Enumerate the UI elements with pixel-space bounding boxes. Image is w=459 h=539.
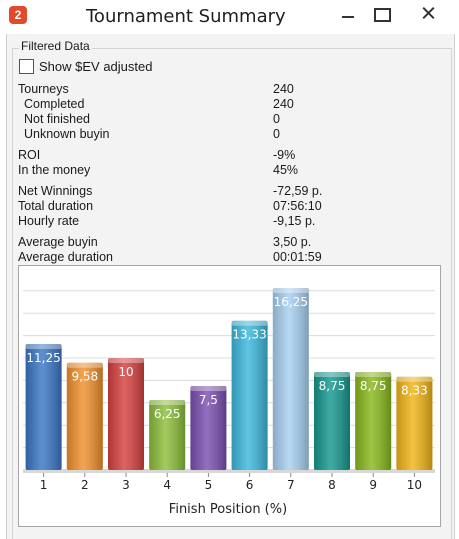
- bar-shading: [355, 372, 392, 470]
- x-axis-label: Finish Position (%): [169, 502, 287, 517]
- tourneys-value: 240: [273, 82, 294, 96]
- bar-top-highlight: [108, 358, 144, 363]
- x-tick-label: 5: [205, 478, 213, 492]
- bar-top-highlight: [355, 372, 392, 377]
- x-tick-label: 6: [246, 478, 254, 492]
- data-label: 7,5: [199, 393, 218, 407]
- bar-top-highlight: [231, 320, 268, 326]
- bar-group: [272, 288, 309, 470]
- sev-adjusted-label[interactable]: Show $EV adjusted: [39, 59, 153, 74]
- hourly-rate-label: Hourly rate: [18, 214, 80, 228]
- close-button[interactable]: [397, 0, 459, 26]
- bar-group: [190, 386, 227, 470]
- window-title: Tournament Summary: [86, 6, 286, 27]
- total-duration-label: Total duration: [18, 199, 94, 213]
- unknown-buyin-value: 0: [273, 127, 280, 141]
- bar-top-highlight: [272, 288, 309, 293]
- bar-shading: [190, 386, 227, 470]
- bar-top-highlight: [149, 400, 186, 405]
- tourneys-label: Tourneys: [18, 82, 69, 96]
- unknown-buyin-label: Unknown buyin: [24, 127, 110, 141]
- data-label: 6,25: [154, 407, 181, 421]
- app-logo-text: 2: [14, 8, 22, 22]
- bar-group: [149, 400, 186, 470]
- bar-top-highlight: [66, 362, 103, 368]
- itm-label: In the money: [18, 163, 91, 177]
- filtered-data-group: [12, 48, 452, 539]
- app-logo-icon: 2: [9, 6, 27, 24]
- x-tick-label: 3: [122, 478, 130, 492]
- completed-label: Completed: [24, 97, 85, 111]
- bar-shading: [25, 344, 62, 470]
- not-finished-value: 0: [273, 112, 280, 126]
- avg-duration-value: 00:01:59: [273, 250, 322, 264]
- completed-value: 240: [273, 97, 294, 111]
- data-label: 8,33: [401, 384, 428, 398]
- bar-group: [355, 372, 392, 470]
- bar-shading: [314, 372, 350, 470]
- roi-value: -9%: [273, 148, 296, 162]
- data-label: 8,75: [319, 379, 346, 393]
- finish-position-chart: 11,25 1 9,58 2 10 3 6,25 4 7,5 5 13,33 6 16,25 7 8,75 8…: [18, 265, 441, 527]
- bar-shading: [149, 400, 186, 470]
- avg-duration-label: Average duration: [18, 250, 113, 264]
- bar-top-highlight: [25, 344, 62, 349]
- x-tick-label: 9: [369, 478, 377, 492]
- data-label: 9,58: [71, 370, 98, 384]
- bar-group: [396, 376, 433, 470]
- net-winnings-value: -72,59 p.: [273, 184, 323, 198]
- total-duration-value: 07:56:10: [273, 199, 322, 213]
- hourly-rate-value: -9,15 p.: [273, 214, 316, 228]
- title-bar: 2 Tournament Summary: [0, 0, 459, 34]
- sev-adjusted-checkbox[interactable]: [19, 59, 34, 74]
- data-label: 11,25: [26, 351, 60, 365]
- avg-buyin-label: Average buyin: [18, 235, 98, 249]
- bar-shading: [231, 320, 268, 470]
- data-label: 13,33: [232, 328, 266, 342]
- x-tick-label: 4: [163, 478, 171, 492]
- x-tick-label: 2: [81, 478, 89, 492]
- bar-group: [314, 372, 350, 470]
- maximize-button[interactable]: [365, 0, 395, 26]
- avg-buyin-value: 3,50 p.: [273, 235, 312, 249]
- bar-shading: [66, 362, 103, 470]
- bar-shading: [108, 358, 144, 470]
- bar-top-highlight: [314, 372, 350, 377]
- net-winnings-label: Net Winnings: [18, 184, 93, 198]
- bar-top-highlight: [190, 386, 227, 391]
- data-label: 16,25: [274, 295, 308, 309]
- data-label: 10: [118, 365, 133, 379]
- x-tick-label: 1: [40, 478, 48, 492]
- bar-group: [66, 362, 103, 470]
- x-axis-floor: [23, 470, 435, 473]
- minimize-button[interactable]: [333, 0, 363, 26]
- bar-group: [231, 320, 268, 470]
- chart-svg: 11,25 1 9,58 2 10 3 6,25 4 7,5 5 13,33 6 16,25 7 8,75 8…: [23, 288, 435, 517]
- not-finished-label: Not finished: [24, 112, 91, 126]
- group-label: Filtered Data: [19, 39, 92, 53]
- x-tick-label: 8: [328, 478, 336, 492]
- itm-value: 45%: [273, 163, 299, 177]
- data-label: 8,75: [360, 379, 387, 393]
- x-tick-label: 10: [407, 478, 422, 492]
- x-tick-label: 7: [287, 478, 295, 492]
- bar-shading: [272, 288, 309, 470]
- bar-group: [25, 344, 62, 470]
- roi-label: ROI: [18, 148, 41, 162]
- bar-shading: [396, 376, 433, 470]
- bar-group: [108, 358, 144, 470]
- bar-top-highlight: [396, 376, 433, 382]
